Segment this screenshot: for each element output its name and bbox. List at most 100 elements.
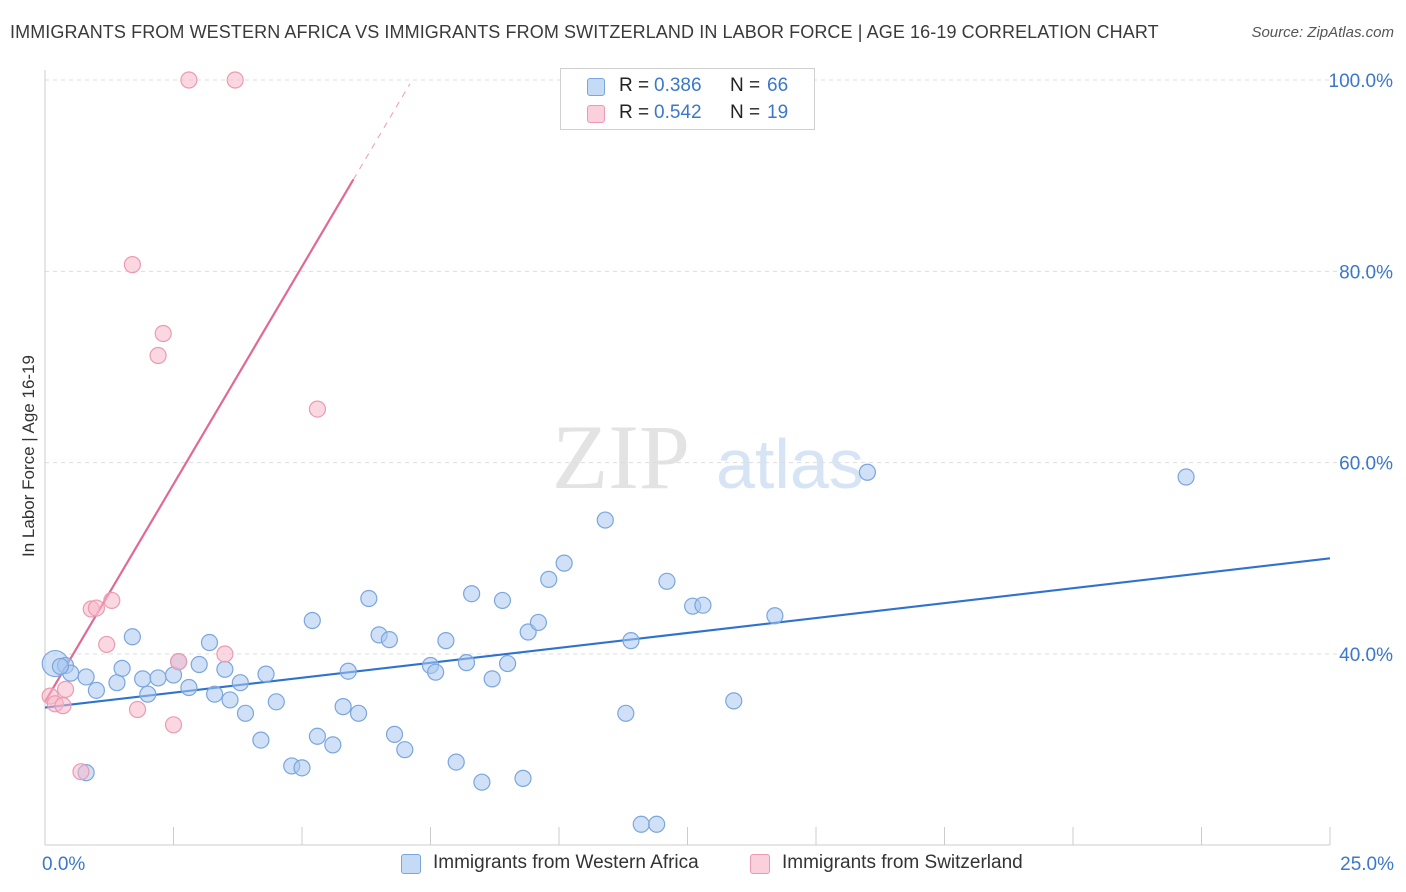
point-western-africa [108, 674, 126, 692]
point-western-africa [514, 769, 532, 787]
trend-lines [44, 83, 1331, 709]
point-western-africa [257, 665, 275, 683]
watermark: ZIP atlas [552, 406, 864, 508]
x-ticks [44, 827, 1331, 845]
point-western-africa [87, 681, 106, 699]
point-western-africa [113, 659, 131, 677]
point-switzerland [98, 635, 116, 654]
point-western-africa [267, 693, 285, 711]
point-switzerland [216, 645, 234, 663]
legend-swatch-pink [587, 105, 605, 123]
x-tick-label-end: 25.0% [1340, 854, 1394, 875]
point-western-africa [648, 815, 666, 833]
point-western-africa [324, 736, 342, 754]
point-switzerland [56, 680, 75, 698]
grid-lines [45, 79, 1392, 655]
point-western-africa [385, 725, 404, 743]
point-western-africa [658, 572, 676, 590]
point-western-africa [858, 463, 877, 481]
point-western-africa [499, 654, 517, 673]
point-western-africa [123, 628, 141, 646]
point-western-africa [252, 731, 270, 749]
point-western-africa [694, 596, 712, 614]
point-western-africa [596, 511, 614, 529]
legend-n-label: N = [730, 102, 761, 123]
point-switzerland [164, 716, 183, 734]
point-western-africa [180, 678, 198, 697]
point-western-africa [190, 655, 208, 674]
point-western-africa [51, 657, 70, 676]
point-western-africa [303, 611, 321, 630]
point-western-africa [77, 668, 95, 686]
y-tick-label: 40.0% [1339, 645, 1393, 666]
point-switzerland [87, 599, 106, 617]
point-western-africa [293, 759, 311, 777]
point-western-africa [221, 691, 239, 709]
point-switzerland [149, 346, 167, 365]
watermark-atlas: atlas [716, 425, 864, 503]
legend-r-label: R = [619, 75, 650, 96]
point-western-africa [339, 662, 357, 680]
point-switzerland [123, 256, 141, 274]
y-tick-label: 100.0% [1329, 71, 1394, 92]
point-western-africa [632, 815, 650, 833]
point-western-africa [617, 704, 635, 722]
legend-swatch-blue [587, 78, 605, 96]
y-tick-label: 60.0% [1339, 454, 1393, 475]
point-western-africa [766, 607, 784, 625]
point-western-africa [349, 704, 368, 722]
point-western-africa [139, 685, 157, 703]
correlation-legend: R = 0.386 N = 66 R = 0.542 N = 19 [560, 68, 815, 130]
trend-line-switzerland-extension [352, 83, 411, 180]
point-western-africa [427, 663, 445, 681]
point-western-africa [725, 692, 743, 710]
x-tick-label-start: 0.0% [42, 854, 85, 875]
legend-n-label: N = [730, 75, 761, 96]
point-western-africa [134, 670, 152, 688]
point-western-africa [200, 633, 219, 652]
legend-n-value: 19 [767, 102, 789, 123]
point-western-africa [206, 685, 224, 703]
point-western-africa [149, 669, 167, 687]
point-western-africa [1177, 468, 1195, 486]
y-tick-labels: 40.0% 60.0% 80.0% 100.0% [1329, 71, 1394, 666]
point-switzerland [54, 697, 72, 715]
point-western-africa [473, 773, 491, 791]
point-western-africa [622, 632, 640, 650]
watermark-zip: ZIP [552, 406, 690, 508]
point-western-africa [236, 704, 255, 722]
point-western-africa [483, 670, 501, 688]
point-western-africa [308, 727, 327, 745]
point-western-africa [360, 589, 378, 608]
legend-n-value: 66 [767, 75, 789, 96]
legend-r-label: R = [619, 102, 650, 123]
point-switzerland [154, 324, 172, 343]
data-points [41, 71, 1195, 833]
point-western-africa [437, 632, 455, 650]
point-western-africa [555, 554, 573, 572]
point-switzerland [308, 400, 327, 418]
point-western-africa [463, 585, 481, 603]
point-western-africa [216, 660, 234, 678]
series-swatch-blue [401, 854, 421, 874]
series-name: Immigrants from Western Africa [433, 852, 699, 873]
point-switzerland [170, 653, 188, 671]
y-axis-title: In Labor Force | Age 16-19 [19, 355, 38, 557]
point-western-africa [493, 591, 512, 610]
legend-r-value: 0.542 [654, 102, 702, 123]
source-credit: Source: ZipAtlas.com [1251, 24, 1394, 41]
point-western-africa [396, 741, 414, 759]
point-western-africa [529, 613, 548, 632]
series-swatch-pink [750, 854, 770, 874]
y-tick-label: 80.0% [1339, 262, 1393, 283]
point-switzerland [72, 763, 90, 781]
point-western-africa [447, 753, 465, 771]
point-switzerland [128, 700, 147, 719]
trend-line-western-africa [44, 557, 1331, 709]
point-western-africa [457, 654, 476, 672]
chart-title: IMMIGRANTS FROM WESTERN AFRICA VS IMMIGR… [10, 22, 1159, 42]
point-switzerland [226, 71, 244, 89]
point-western-africa [231, 674, 249, 692]
point-switzerland [103, 591, 121, 610]
